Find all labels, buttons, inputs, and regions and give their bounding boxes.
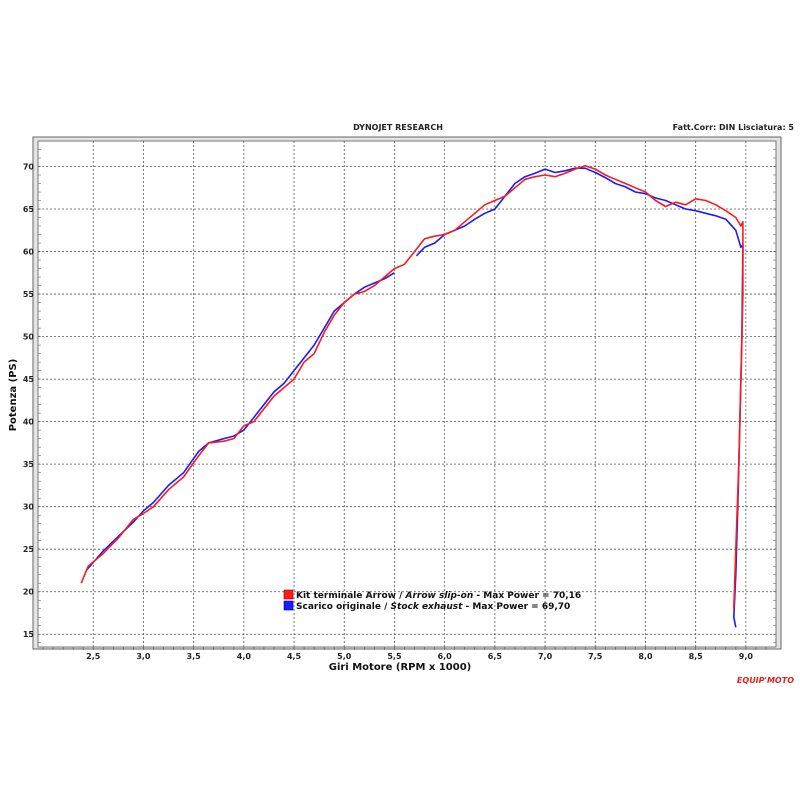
- x-tick-label: 3,0: [136, 652, 151, 661]
- x-axis-title: Giri Motore (RPM x 1000): [329, 662, 472, 673]
- equipmoto-logo: EQUIP'MOTO: [737, 676, 794, 685]
- x-tick-label: 3,5: [187, 652, 202, 661]
- series-lines: [80, 164, 744, 628]
- plot-area: [37, 140, 777, 648]
- y-tick-label: 25: [23, 545, 35, 554]
- y-tick-label: 30: [23, 503, 35, 512]
- y-tick-label: 40: [23, 418, 35, 427]
- x-tick-label: 9,0: [739, 652, 754, 661]
- chart-header-left: DYNOJET RESEARCH: [353, 123, 443, 132]
- legend-swatch-stock: [283, 600, 294, 611]
- legend-label-stock: Scarico originale / Stock exhaust - Max …: [296, 602, 570, 612]
- legend-swatch-arrow: [283, 589, 294, 600]
- x-tick-label: 6,0: [438, 652, 453, 661]
- legend-label-arrow: Kit terminale Arrow / Arrow slip-on - Ma…: [296, 591, 581, 601]
- x-tick-label: 7,5: [588, 652, 603, 661]
- x-tick-label: 2,5: [86, 652, 101, 661]
- chart-legend: Kit terminale Arrow / Arrow slip-on - Ma…: [283, 589, 581, 612]
- x-tick-label: 8,0: [638, 652, 653, 661]
- series-line-stock-segment-1: [415, 167, 744, 628]
- y-tick-label: 20: [23, 588, 35, 597]
- y-tick-label: 70: [23, 163, 35, 172]
- y-tick-label: 50: [23, 333, 35, 342]
- x-tick-label: 5,5: [387, 652, 402, 661]
- chart-header-right: Fatt.Corr: DIN Lisciatura: 5: [673, 123, 795, 132]
- x-tick-label: 6,5: [488, 652, 503, 661]
- x-tick-label: 8,5: [689, 652, 704, 661]
- x-tick-label: 4,0: [237, 652, 252, 661]
- series-line-arrow-segment-0: [80, 164, 744, 609]
- x-tick-label: 7,0: [538, 652, 553, 661]
- y-tick-label: 65: [23, 205, 35, 214]
- y-tick-label: 55: [23, 290, 35, 299]
- y-axis-title: Potenza (PS): [8, 359, 19, 432]
- x-tick-label: 5,0: [337, 652, 352, 661]
- x-tick-label: 4,5: [287, 652, 302, 661]
- y-tick-label: 15: [23, 630, 35, 639]
- y-tick-label: 35: [23, 460, 35, 469]
- y-tick-label: 45: [23, 375, 35, 384]
- axis-ticks: 2,5 3,0 3,5 4,0 4,5 5,0 5,5 6,0 6,5 7,0 7,5 8,0 8,5 9…: [23, 149, 776, 661]
- y-tick-label: 60: [23, 248, 35, 257]
